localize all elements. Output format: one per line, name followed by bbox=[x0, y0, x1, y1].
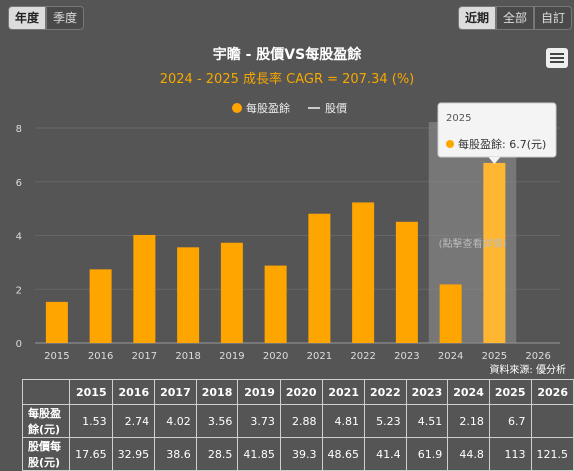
table-cell: 44.8 bbox=[447, 437, 490, 471]
table-cell: 4.81 bbox=[321, 404, 365, 438]
table-cell: 3.56 bbox=[195, 404, 239, 438]
bar bbox=[45, 301, 68, 343]
tab-all[interactable]: 全部 bbox=[495, 6, 534, 30]
x-tick-label: 2017 bbox=[132, 351, 157, 362]
x-tick-label: 2026 bbox=[525, 351, 550, 362]
x-tick-label: 2023 bbox=[394, 351, 419, 362]
table-header-year: 2017 bbox=[154, 379, 197, 405]
tooltip-pointer bbox=[488, 157, 501, 164]
table-header-year: 2024 bbox=[447, 379, 490, 405]
tab-quarterly[interactable]: 季度 bbox=[46, 6, 85, 30]
table-cell: 2.74 bbox=[111, 404, 156, 438]
y-tick-label: 8 bbox=[16, 124, 22, 135]
y-tick-label: 4 bbox=[16, 232, 22, 243]
table-cell: 17.65 bbox=[69, 437, 113, 471]
table-cell: 39.3 bbox=[279, 437, 323, 471]
table-header-year: 2019 bbox=[237, 379, 281, 405]
table-cell: 32.95 bbox=[111, 437, 156, 471]
tab-custom[interactable]: 自訂 bbox=[533, 6, 572, 30]
table-cell: 41.85 bbox=[237, 437, 281, 471]
y-tick-label: 6 bbox=[16, 178, 22, 189]
tooltip-value: 每股盈餘: 6.7(元) bbox=[458, 137, 546, 151]
chart-title: 宇瞻 - 股價VS每股盈餘 bbox=[212, 47, 362, 63]
bar bbox=[395, 221, 418, 343]
legend-label-price: 股價 bbox=[325, 101, 347, 115]
table-header-year: 2016 bbox=[111, 379, 156, 405]
table-cell: 3.73 bbox=[237, 404, 281, 438]
bar bbox=[133, 234, 156, 343]
hint-text: (點擊查看詳情) bbox=[439, 237, 507, 250]
source-note: 資料來源: 優分析 bbox=[489, 365, 566, 376]
table-cell: 113 bbox=[488, 437, 532, 471]
table-cell: 48.65 bbox=[321, 437, 365, 471]
table-cell: 4.51 bbox=[405, 404, 449, 438]
chart-subtitle: 2024 - 2025 成長率 CAGR = 207.34 (%) bbox=[159, 72, 415, 87]
bar bbox=[308, 213, 331, 343]
table-header-year: 2020 bbox=[279, 379, 323, 405]
x-tick-label: 2022 bbox=[350, 351, 375, 362]
bar bbox=[177, 247, 200, 343]
tab-recent[interactable]: 近期 bbox=[457, 6, 496, 30]
y-tick-label: 0 bbox=[16, 339, 22, 350]
range-tabs: 近期 全部 自訂 bbox=[457, 6, 572, 30]
tab-annual[interactable]: 年度 bbox=[8, 6, 47, 30]
bar bbox=[439, 284, 462, 343]
table-header-year: 2015 bbox=[69, 379, 113, 405]
legend-label-eps: 每股盈餘 bbox=[246, 101, 290, 115]
table-cell: 2.18 bbox=[447, 404, 490, 438]
table-cell: 1.53 bbox=[69, 404, 113, 438]
x-tick-label: 2021 bbox=[307, 351, 332, 362]
table-header-year: 2022 bbox=[364, 379, 407, 405]
x-tick-label: 2015 bbox=[44, 351, 69, 362]
data-table: 2015 2016 2017 2018 2019 2020 2021 2022 2023 2024… bbox=[21, 379, 574, 471]
table-cell bbox=[530, 404, 574, 438]
x-tick-label: 2020 bbox=[263, 351, 288, 362]
table-cell: 38.6 bbox=[154, 437, 197, 471]
x-tick-label: 2025 bbox=[482, 351, 507, 362]
menu-icon[interactable] bbox=[546, 48, 568, 68]
x-tick-label: 2024 bbox=[438, 351, 463, 362]
bar bbox=[220, 242, 243, 343]
bar bbox=[264, 265, 287, 343]
table-header-year: 2026 bbox=[530, 379, 574, 405]
table-cell: 41.4 bbox=[364, 437, 407, 471]
table-cell: 2.88 bbox=[279, 404, 323, 438]
table-header-year: 2021 bbox=[321, 379, 365, 405]
table-header-year: 2025 bbox=[488, 379, 532, 405]
table-header-year: 2018 bbox=[195, 379, 239, 405]
table-row: 每股盈餘(元) 1.53 2.74 4.02 3.56 3.73 2.88 4.81 5.23 4… bbox=[21, 404, 574, 438]
bar bbox=[89, 269, 112, 343]
legend-swatch-eps bbox=[232, 103, 242, 113]
table-cell: 6.7 bbox=[488, 404, 532, 438]
tooltip-year: 2025 bbox=[446, 113, 471, 124]
bar bbox=[483, 162, 506, 343]
table-row-label: 股價每股(元) bbox=[21, 437, 71, 471]
x-tick-label: 2018 bbox=[175, 351, 200, 362]
x-tick-label: 2016 bbox=[88, 351, 113, 362]
x-tick-label: 2019 bbox=[219, 351, 244, 362]
bar bbox=[352, 202, 375, 343]
table-corner bbox=[21, 379, 71, 405]
table-cell: 4.02 bbox=[154, 404, 197, 438]
bar-chart: 0 2 4 6 8 2015 2016 2017 2018 2019 2020 2021 2022 202… bbox=[16, 101, 560, 362]
tooltip-swatch bbox=[446, 140, 454, 148]
y-tick-label: 2 bbox=[16, 285, 22, 296]
table-cell: 5.23 bbox=[364, 404, 407, 438]
table-cell: 28.5 bbox=[195, 437, 239, 471]
table-cell: 121.5 bbox=[530, 437, 574, 471]
table-row-label: 每股盈餘(元) bbox=[21, 404, 71, 438]
period-tabs: 年度 季度 bbox=[8, 6, 85, 30]
table-row: 股價每股(元) 17.65 32.95 38.6 28.5 41.85 39.3 48.65 4… bbox=[21, 437, 574, 471]
table-header-year: 2023 bbox=[405, 379, 449, 405]
table-cell: 61.9 bbox=[405, 437, 449, 471]
